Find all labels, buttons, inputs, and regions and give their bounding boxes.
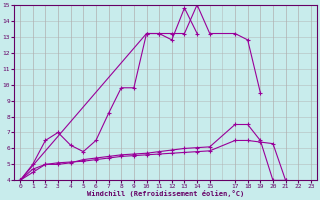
- X-axis label: Windchill (Refroidissement éolien,°C): Windchill (Refroidissement éolien,°C): [87, 190, 244, 197]
